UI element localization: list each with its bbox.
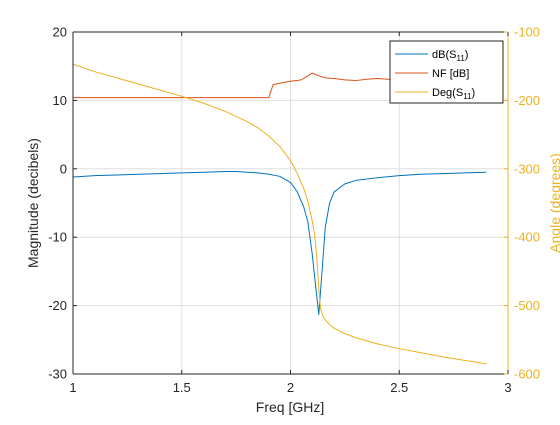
series-line-2 — [72, 63, 487, 365]
legend-layer: dB(S11) NF [dB] Deg(S11) — [389, 40, 504, 104]
y-tick-label-right: -600 — [514, 367, 540, 382]
legend-box — [389, 40, 504, 104]
y-axis-title-right: Angle (degrees) — [547, 153, 560, 253]
x-tick-label: 1.5 — [173, 380, 191, 395]
y-tick-label-right: -400 — [514, 230, 540, 245]
y-tick-label-right: -100 — [514, 25, 540, 40]
y-tick-label-right: -200 — [514, 93, 540, 108]
x-axis-title: Freq [GHz] — [256, 399, 324, 415]
series-line-0 — [72, 171, 487, 315]
x-tick-label: 2 — [287, 380, 294, 395]
y-tick-label-left: 0 — [60, 161, 67, 176]
y-tick-label-left: -20 — [48, 298, 67, 313]
y-tick-label-left: 10 — [53, 93, 67, 108]
legend-label: dB(S11) — [432, 49, 468, 63]
y-tick-label-right: -500 — [514, 298, 540, 313]
y-axis-title-left: Magnitude (decibels) — [25, 138, 41, 268]
x-tick-label: 3 — [504, 380, 511, 395]
y-tick-label-right: -300 — [514, 161, 540, 176]
legend-label: NF [dB] — [432, 68, 469, 80]
legend-label: Deg(S11) — [432, 87, 475, 101]
y-tick-label-left: -30 — [48, 367, 67, 382]
x-tick-label: 1 — [69, 380, 76, 395]
axes-layer: 1 1.5 2 2.5 3-30-20-1001020-600-500-400-300-… — [48, 25, 540, 396]
x-tick-label: 2.5 — [390, 380, 408, 395]
y-tick-label-left: -10 — [48, 230, 67, 245]
y-tick-label-left: 20 — [53, 25, 67, 40]
